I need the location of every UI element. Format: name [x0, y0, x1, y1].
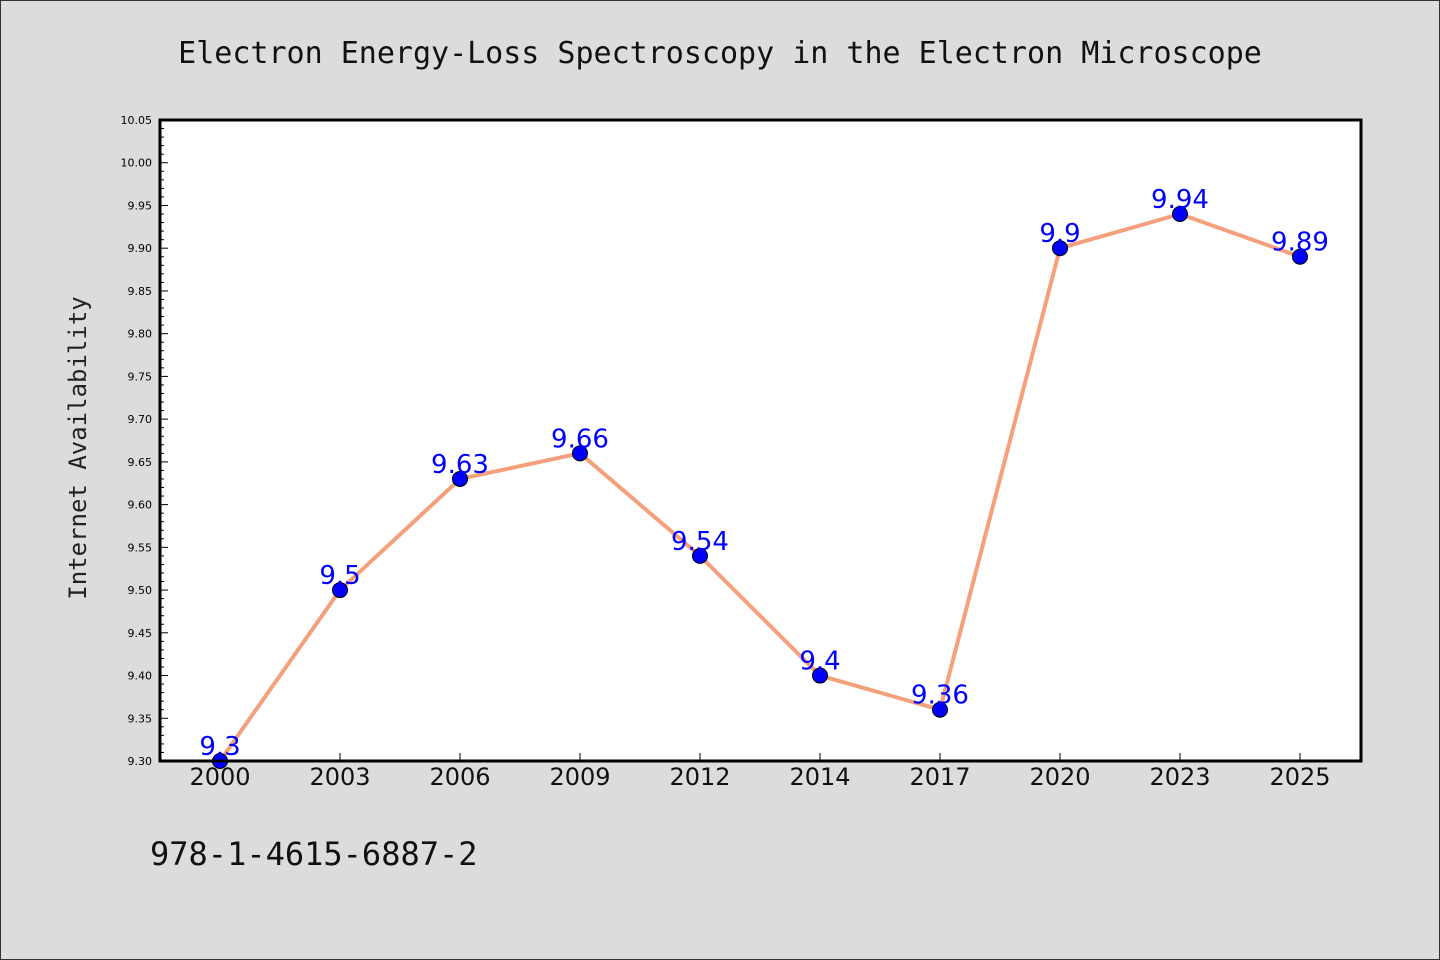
- y-tick-label: 9.90: [128, 242, 153, 255]
- plot-border: [158, 118, 1363, 763]
- x-tick-label: 2009: [549, 763, 610, 791]
- y-tick-label: 9.55: [128, 541, 153, 554]
- data-label: 9.66: [551, 424, 609, 454]
- data-point[interactable]: [332, 582, 348, 599]
- y-tick-label: 9.80: [128, 328, 153, 341]
- data-point[interactable]: [1172, 206, 1188, 223]
- y-tick-label: 9.30: [128, 755, 153, 768]
- y-tick-label: 9.75: [128, 370, 153, 383]
- series-polyline: [218, 212, 1301, 763]
- data-point[interactable]: [1052, 240, 1068, 257]
- plot-area: [160, 120, 1361, 761]
- data-point[interactable]: [1292, 248, 1308, 265]
- data-label: 9.36: [911, 681, 969, 711]
- y-tick-label: 9.95: [128, 199, 153, 212]
- x-tick-label: 2012: [669, 763, 730, 791]
- y-tick-label: 9.60: [128, 499, 153, 512]
- x-tick-label: 2017: [909, 763, 970, 791]
- data-point[interactable]: [692, 547, 708, 564]
- x-tick-label: 2020: [1029, 763, 1090, 791]
- y-tick-label: 9.70: [128, 413, 153, 426]
- y-tick-label: 10.00: [121, 157, 153, 170]
- data-point[interactable]: [572, 445, 588, 462]
- data-point[interactable]: [812, 667, 828, 684]
- data-label: 9.63: [431, 450, 489, 480]
- data-label: 9.54: [671, 527, 729, 557]
- y-tick-label: 9.35: [128, 712, 153, 725]
- data-point[interactable]: [452, 470, 468, 487]
- x-tick-label: 2025: [1269, 763, 1330, 791]
- data-label: 9.5: [319, 561, 360, 591]
- data-label: 9.89: [1271, 228, 1329, 258]
- chart-title: Electron Energy-Loss Spectroscopy in the…: [178, 36, 1262, 71]
- x-tick-label: 2023: [1149, 763, 1210, 791]
- x-tick-label: 2006: [429, 763, 490, 791]
- data-label: 9.4: [799, 647, 840, 677]
- data-label: 9.9: [1039, 219, 1080, 249]
- x-tick-label: 2014: [789, 763, 850, 791]
- y-tick-label: 9.40: [128, 670, 153, 683]
- y-tick-label: 9.50: [128, 584, 153, 597]
- y-tick-label: 9.85: [128, 285, 153, 298]
- y-tick-label: 9.65: [128, 456, 153, 469]
- y-tick-label: 9.45: [128, 627, 153, 640]
- data-labels: 9.3 9.5 9.63 9.66 9.54 9.4 9.36 9.9 9.94 9.89: [199, 185, 1329, 762]
- x-tick-label: 2003: [309, 763, 370, 791]
- data-label: 9.94: [1151, 185, 1209, 215]
- series-line: [212, 206, 1308, 769]
- data-point[interactable]: [932, 701, 948, 718]
- footnote-isbn: 978-1-4615-6887-2: [150, 835, 478, 873]
- y-axis-label: Internet Availability: [64, 296, 92, 599]
- data-label: 9.3: [199, 732, 240, 762]
- x-axis: 2000 2003 2006 2009 2012 2014 2017 2020 2023 2025: [189, 753, 1331, 791]
- y-tick-label: 10.05: [121, 114, 153, 127]
- y-axis: 9.30 9.35 9.40 9.45 9.50 9.55 9.60 9.65 9.70 9.75…: [121, 114, 168, 768]
